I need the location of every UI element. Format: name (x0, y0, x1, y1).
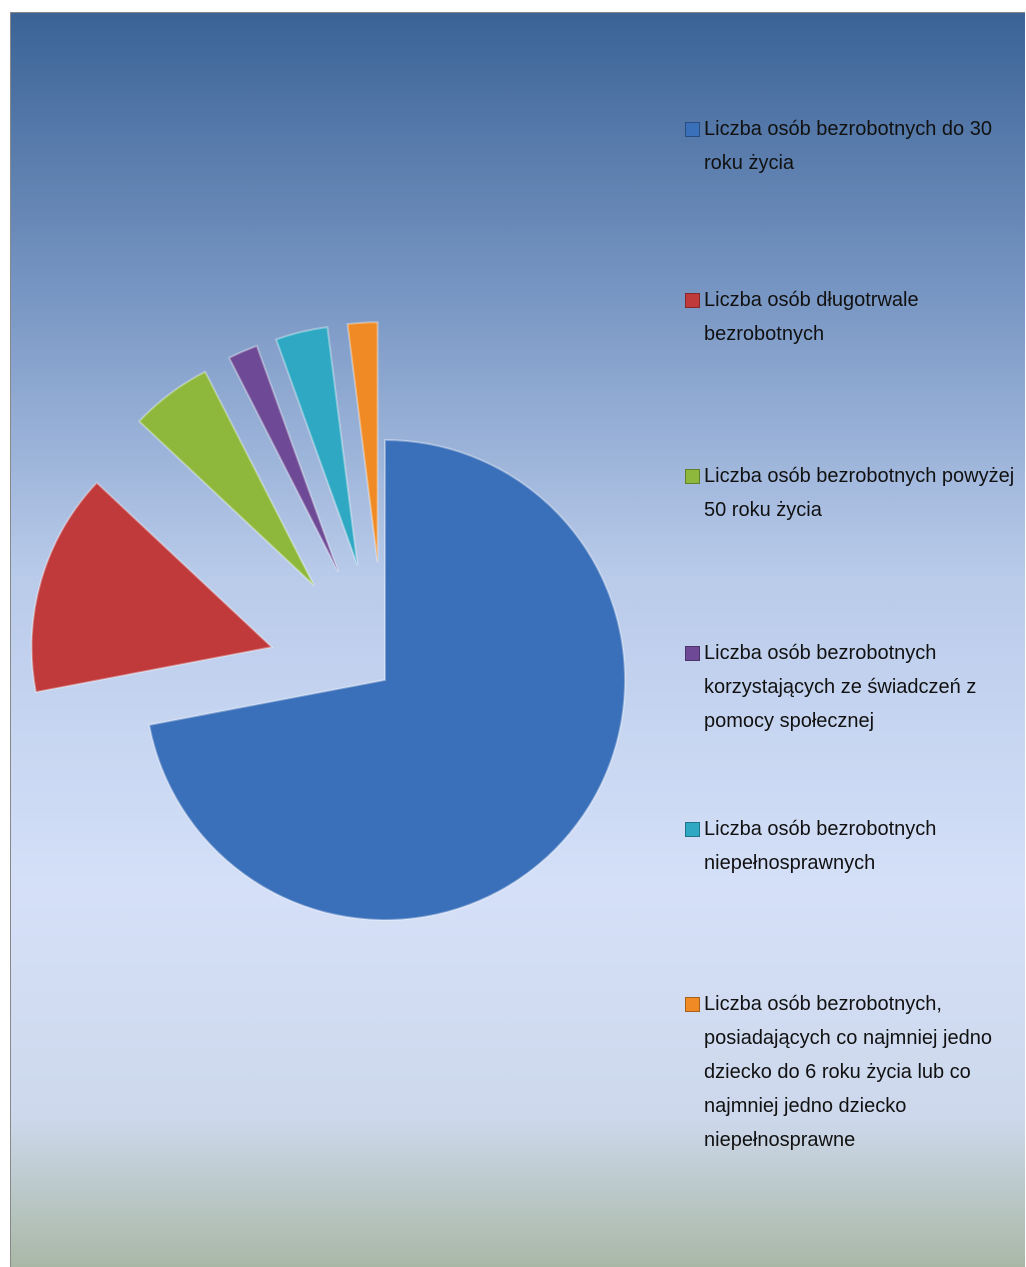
legend-swatch (685, 822, 700, 837)
legend-item: Liczba osób bezrobotnych, posiadających … (685, 987, 1020, 1157)
legend-item: Liczba osób bezrobotnych korzystających … (685, 636, 1020, 738)
pie-slice (148, 438, 626, 921)
legend-swatch (685, 646, 700, 661)
legend-swatch (685, 293, 700, 308)
legend-item: Liczba osób bezrobotnych do 30 roku życi… (685, 112, 1020, 180)
legend-label: Liczba osób bezrobotnych, posiadających … (704, 993, 992, 1151)
legend-label: Liczba osób bezrobotnych do 30 roku życi… (704, 118, 992, 174)
pie-slice (227, 344, 340, 573)
pie-slice (346, 321, 379, 563)
legend-label: Liczba osób długotrwale bezrobotnych (704, 289, 919, 345)
legend-item: Liczba osób długotrwale bezrobotnych (685, 283, 1020, 351)
legend-swatch (685, 469, 700, 484)
legend-item: Liczba osób bezrobotnych powyżej 50 roku… (685, 459, 1020, 527)
legend-swatch (685, 122, 700, 137)
pie-slice (30, 481, 274, 694)
legend-label: Liczba osób bezrobotnych niepełnosprawny… (704, 818, 937, 874)
pie-slice (274, 326, 359, 566)
legend-swatch (685, 997, 700, 1012)
legend-label: Liczba osób bezrobotnych korzystających … (704, 642, 977, 732)
legend-label: Liczba osób bezrobotnych powyżej 50 roku… (704, 465, 1015, 521)
legend-item: Liczba osób bezrobotnych niepełnosprawny… (685, 812, 1020, 880)
pie-slice (137, 370, 316, 587)
